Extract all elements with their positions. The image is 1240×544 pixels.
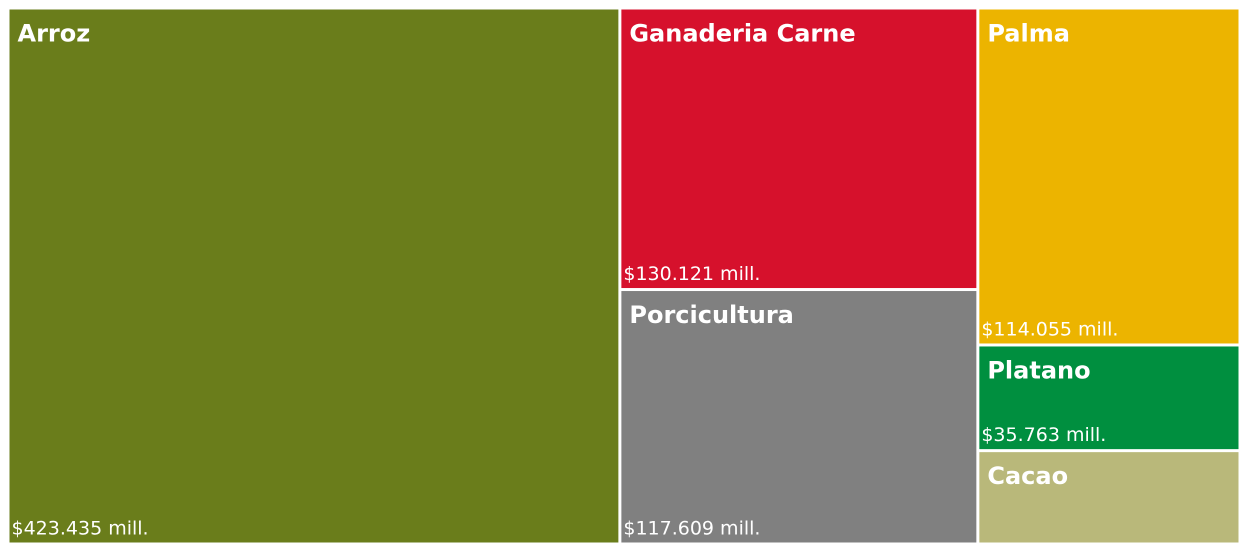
tile: [621, 9, 977, 289]
tile-label: Arroz: [18, 20, 91, 48]
tile-label: Cacao: [987, 462, 1068, 490]
tile-label: Palma: [987, 20, 1070, 48]
tile-label: Ganaderia Carne: [629, 20, 855, 48]
tile-label: Platano: [987, 356, 1090, 384]
tile: [979, 452, 1239, 543]
tile: [621, 291, 977, 543]
tile-value: $35.763 mill.: [981, 424, 1106, 446]
tile-label: Porcicultura: [629, 301, 794, 329]
tile: [9, 9, 619, 543]
tile-value: $130.121 mill.: [623, 263, 760, 285]
tile-value: $117.609 mill.: [623, 518, 760, 540]
tile-value: $423.435 mill.: [12, 518, 149, 540]
tile: [979, 9, 1239, 344]
tile: [979, 346, 1239, 450]
tile-value: $114.055 mill.: [981, 318, 1118, 340]
